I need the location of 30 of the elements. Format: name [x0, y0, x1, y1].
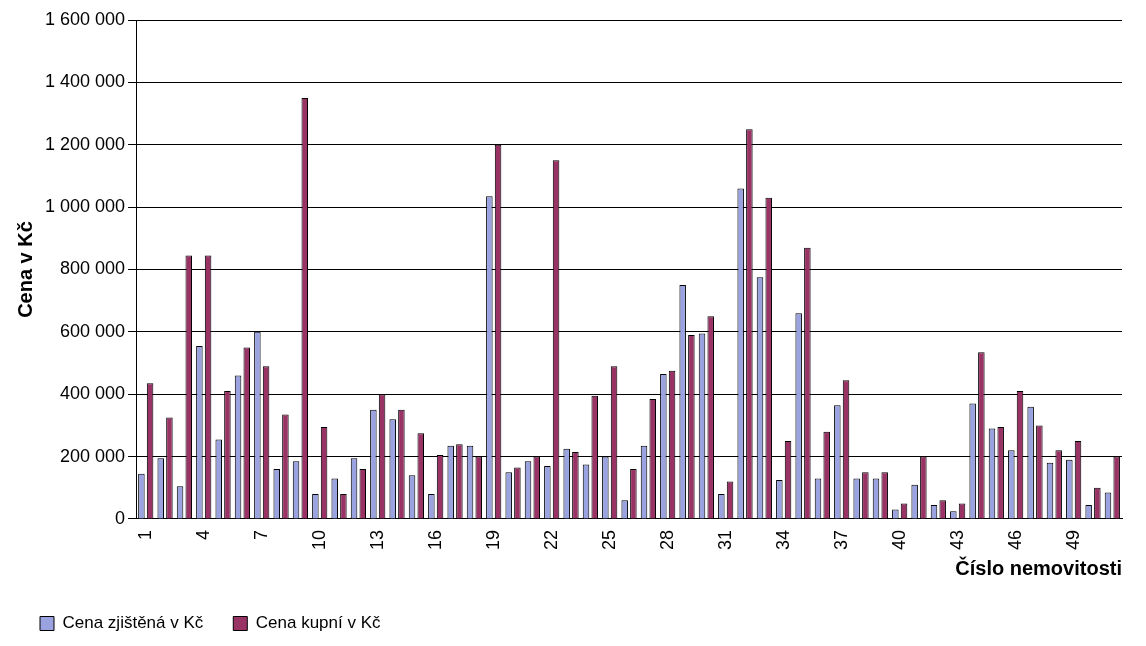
y-tick-label: 200 000	[60, 445, 126, 466]
x-tick-label: 49	[1062, 529, 1083, 551]
y-tick-label: 1 000 000	[45, 196, 126, 217]
y-tick-label: 800 000	[60, 258, 126, 279]
y-tick-label: 1 600 000	[45, 8, 126, 29]
y-tick-label: 600 000	[60, 320, 126, 341]
x-tick-label: 46	[1004, 529, 1025, 551]
legend-label: Cena kupní v Kč	[255, 613, 382, 633]
x-tick-label: 34	[772, 529, 793, 551]
x-tick-label: 7	[250, 529, 271, 540]
x-tick-label: 1	[134, 529, 155, 540]
x-tick-label: 31	[714, 529, 735, 551]
y-tick-label: 1 400 000	[45, 71, 126, 92]
x-axis-title: Číslo nemovitosti	[955, 555, 1122, 579]
y-tick-label: 400 000	[60, 383, 126, 404]
x-tick-label: 25	[598, 529, 619, 551]
x-tick-label: 13	[366, 529, 387, 551]
y-axis-title: Cena v Kč	[13, 221, 36, 318]
x-tick-label: 40	[888, 529, 909, 551]
y-tick-label: 1 200 000	[45, 133, 126, 154]
x-tick-label: 16	[424, 529, 445, 551]
y-tick-label: 0	[115, 507, 126, 528]
x-tick-label: 22	[540, 529, 561, 551]
x-tick-label: 37	[830, 529, 851, 551]
x-tick-label: 28	[656, 529, 677, 551]
x-tick-label: 4	[192, 529, 213, 540]
x-tick-label: 43	[946, 529, 967, 551]
x-tick-label: 10	[308, 529, 329, 551]
x-tick-label: 19	[482, 529, 503, 551]
legend-label: Cena zjištěná v Kč	[62, 613, 204, 633]
